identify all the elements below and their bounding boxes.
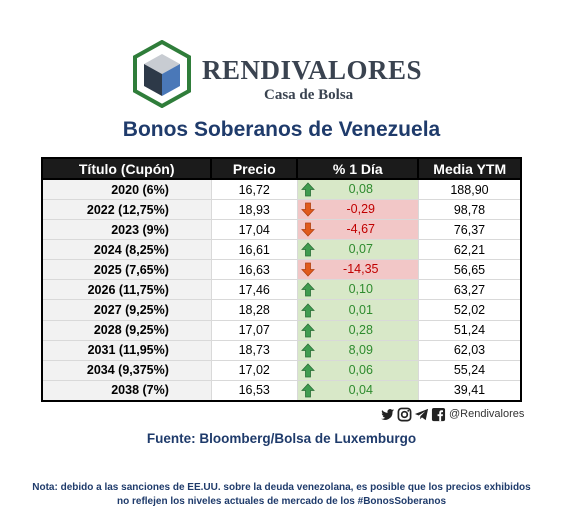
- bond-pct-change: 0,10: [296, 279, 419, 301]
- header-media-ytm: Media YTM: [417, 157, 522, 180]
- pct-value: -0,29: [346, 202, 376, 217]
- bond-name: 2025 (7,65%): [41, 259, 212, 281]
- arrow-up-icon: [300, 282, 315, 297]
- bond-price: 16,63: [210, 259, 298, 281]
- bond-price: 17,04: [210, 219, 298, 241]
- header-precio: Precio: [210, 157, 299, 180]
- pct-value: 0,06: [348, 362, 373, 377]
- bond-pct-change: 0,06: [296, 359, 419, 381]
- bond-pct-change: 0,01: [296, 299, 419, 321]
- table-row: 2038 (7%) 16,53 0,04 39,41: [41, 379, 522, 402]
- bond-name: 2038 (7%): [41, 379, 212, 402]
- bond-name: 2031 (11,95%): [41, 339, 212, 361]
- bond-price: 18,28: [210, 299, 298, 321]
- bond-name: 2028 (9,25%): [41, 319, 212, 341]
- facebook-icon[interactable]: [431, 407, 446, 422]
- table-row: 2028 (9,25%) 17,07 0,28 51,24: [41, 319, 522, 341]
- pct-value: 0,01: [348, 302, 373, 317]
- arrow-up-icon: [300, 242, 315, 257]
- pct-value: 0,08: [348, 182, 373, 196]
- twitter-icon[interactable]: [380, 407, 395, 422]
- table-row: 2020 (6%) 16,72 0,08 188,90: [41, 178, 522, 200]
- bond-name: 2024 (8,25%): [41, 239, 212, 261]
- bond-pct-change: 8,09: [296, 339, 419, 361]
- pct-value: 8,09: [348, 342, 373, 357]
- bond-ytm: 62,21: [417, 239, 522, 261]
- bond-name: 2022 (12,75%): [41, 198, 212, 221]
- bond-name: 2023 (9%): [41, 219, 212, 241]
- source-caption: Fuente: Bloomberg/Bolsa de Luxemburgo: [146, 431, 417, 446]
- table-row: 2025 (7,65%) 16,63 -14,35 56,65: [41, 259, 522, 281]
- bond-price: 17,07: [210, 319, 298, 341]
- bond-pct-change: 0,08: [296, 178, 419, 200]
- table-row: 2026 (11,75%) 17,46 0,10 63,27: [41, 279, 522, 301]
- bond-name: 2034 (9,375%): [41, 359, 212, 381]
- arrow-down-icon: [300, 222, 315, 237]
- arrow-up-icon: [300, 302, 315, 317]
- bond-pct-change: -4,67: [296, 219, 419, 241]
- bond-ytm: 55,24: [417, 359, 522, 381]
- instagram-icon[interactable]: [397, 407, 412, 422]
- pct-value: 0,04: [348, 382, 373, 397]
- bond-pct-change: -0,29: [296, 198, 419, 221]
- company-logo: RENDIVALORES Casa de Bolsa: [132, 40, 432, 108]
- page-title: Bonos Soberanos de Venezuela: [122, 118, 441, 141]
- bond-name: 2026 (11,75%): [41, 279, 212, 301]
- pct-value: -4,67: [346, 222, 376, 237]
- disclaimer-note: Nota: debido a las sanciones de EE.UU. s…: [32, 482, 531, 507]
- bond-ytm: 62,03: [417, 339, 522, 361]
- pct-value: 0,07: [348, 242, 373, 257]
- bond-ytm: 63,27: [417, 279, 522, 301]
- bond-price: 16,53: [210, 379, 298, 402]
- telegram-icon[interactable]: [414, 407, 429, 422]
- bond-price: 18,93: [210, 198, 298, 221]
- bond-price: 16,61: [210, 239, 298, 261]
- table-row: 2027 (9,25%) 18,28 0,01 52,02: [41, 299, 522, 321]
- bond-ytm: 188,90: [417, 178, 522, 200]
- bond-price: 18,73: [210, 339, 298, 361]
- pct-value: 0,28: [348, 322, 373, 337]
- table-row: 2022 (12,75%) 18,93 -0,29 98,78: [41, 198, 522, 221]
- table-row: 2023 (9%) 17,04 -4,67 76,37: [41, 219, 522, 241]
- bond-price: 17,46: [210, 279, 298, 301]
- table-row: 2024 (8,25%) 16,61 0,07 62,21: [41, 239, 522, 261]
- cube-logo-icon: [133, 40, 191, 108]
- bond-price: 17,02: [210, 359, 298, 381]
- bond-pct-change: -14,35: [296, 259, 419, 281]
- pct-value: 0,10: [348, 282, 373, 297]
- social-handle[interactable]: @Rendivalores: [449, 408, 525, 420]
- logo-subtitle: Casa de Bolsa: [264, 87, 354, 103]
- bonds-table: Título (Cupón) Precio % 1 Día Media YTM …: [40, 157, 522, 402]
- bond-pct-change: 0,28: [296, 319, 419, 341]
- logo-name: RENDIVALORES: [202, 55, 423, 85]
- header-pct-dia: % 1 Día: [296, 157, 420, 180]
- bond-ytm: 76,37: [417, 219, 522, 241]
- arrow-up-icon: [300, 363, 315, 378]
- arrow-down-icon: [300, 262, 315, 277]
- arrow-down-icon: [300, 202, 315, 217]
- arrow-up-icon: [300, 323, 315, 338]
- table-row: 2034 (9,375%) 17,02 0,06 55,24: [41, 359, 522, 381]
- bond-pct-change: 0,04: [296, 379, 419, 402]
- arrow-up-icon: [300, 182, 315, 197]
- bond-ytm: 98,78: [417, 198, 522, 221]
- bond-name: 2027 (9,25%): [41, 299, 212, 321]
- pct-value: -14,35: [343, 262, 379, 277]
- bond-price: 16,72: [210, 178, 298, 200]
- bond-pct-change: 0,07: [296, 239, 419, 261]
- table-header-row: Título (Cupón) Precio % 1 Día Media YTM: [40, 157, 522, 180]
- header-titulo: Título (Cupón): [40, 157, 213, 180]
- bond-ytm: 52,02: [417, 299, 522, 321]
- arrow-up-icon: [300, 383, 315, 398]
- arrow-up-icon: [300, 343, 315, 358]
- table-row: 2031 (11,95%) 18,73 8,09 62,03: [41, 339, 522, 361]
- bond-ytm: 56,65: [417, 259, 522, 281]
- bond-name: 2020 (6%): [41, 178, 212, 200]
- bond-ytm: 51,24: [417, 319, 522, 341]
- bond-ytm: 39,41: [417, 379, 522, 402]
- social-bar: @Rendivalores: [380, 405, 524, 423]
